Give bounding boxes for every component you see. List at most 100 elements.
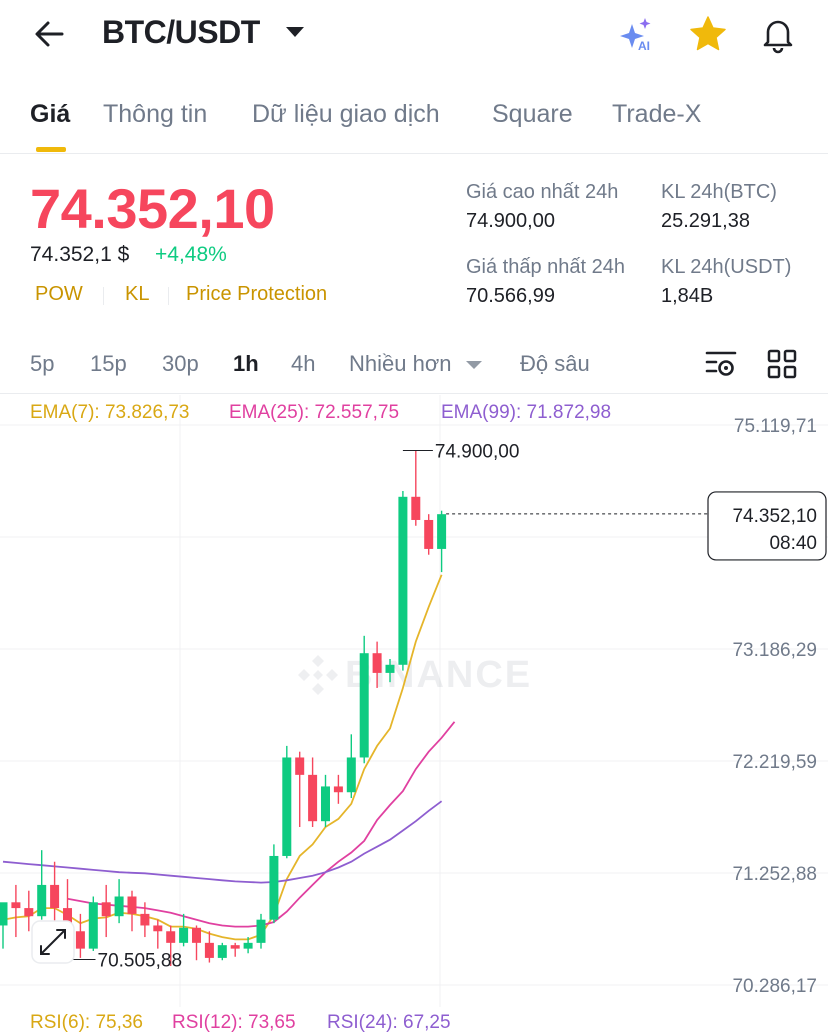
candle-body bbox=[437, 514, 447, 549]
candle-body bbox=[385, 664, 395, 673]
candle-body bbox=[411, 496, 421, 520]
tag-divider bbox=[103, 287, 104, 305]
candle-body bbox=[50, 884, 60, 909]
tag-pow[interactable]: POW bbox=[35, 283, 83, 305]
candle-body bbox=[192, 927, 201, 943]
tag-divider bbox=[168, 287, 169, 305]
interval-more[interactable]: Nhiều hơn bbox=[349, 351, 452, 376]
candle-body bbox=[0, 902, 8, 926]
y-tick-label: 71.252,88 bbox=[732, 864, 817, 885]
back-arrow-icon bbox=[35, 21, 64, 47]
candle-body bbox=[11, 902, 21, 909]
candle-body bbox=[179, 927, 189, 943]
candle-body bbox=[295, 757, 305, 775]
candles bbox=[0, 450, 447, 967]
candle-body bbox=[88, 902, 98, 949]
y-tick-label: 73.186,29 bbox=[732, 640, 817, 661]
candle-body bbox=[114, 896, 124, 917]
ema25-label: EMA(25): 72.557,75 bbox=[229, 402, 400, 423]
rsi12-label: RSI(12): 73,65 bbox=[172, 1012, 296, 1033]
candle-body bbox=[372, 653, 382, 673]
vol-usdt-value: 1,84B bbox=[661, 285, 714, 307]
last-price-time: 08:40 bbox=[769, 533, 817, 554]
y-tick-label: 75.119,71 bbox=[734, 416, 817, 437]
depth-tab[interactable]: Độ sâu bbox=[520, 351, 590, 376]
rsi6-label: RSI(6): 75,36 bbox=[30, 1012, 143, 1033]
expand-button[interactable] bbox=[31, 920, 75, 964]
candle-body bbox=[243, 942, 253, 949]
binance-watermark: BINANCE bbox=[298, 654, 530, 696]
interval-4h[interactable]: 4h bbox=[291, 351, 316, 376]
candle-body bbox=[424, 519, 434, 549]
low-24h-value: 70.566,99 bbox=[466, 285, 555, 307]
chevron-down-icon[interactable] bbox=[286, 27, 304, 37]
last-price: 74.352,10 bbox=[30, 177, 275, 240]
candle-body bbox=[308, 774, 318, 822]
candle-body bbox=[230, 945, 240, 949]
candle-body bbox=[63, 908, 72, 932]
candle-body bbox=[256, 919, 266, 943]
y-tick-label: 72.219,59 bbox=[732, 752, 817, 773]
high-24h-label: Giá cao nhất 24h bbox=[466, 181, 619, 203]
tab-thong-tin[interactable]: Thông tin bbox=[103, 100, 208, 128]
candle-body bbox=[359, 653, 369, 758]
high-24h-value: 74.900,00 bbox=[466, 210, 555, 232]
interval-15p[interactable]: 15p bbox=[90, 351, 127, 376]
price-markers: 74.900,00 70.505,88 bbox=[67, 441, 520, 972]
price-change: +4,48% bbox=[155, 243, 227, 266]
interval-30p[interactable]: 30p bbox=[162, 351, 199, 376]
candle-body bbox=[140, 913, 150, 926]
tab-gia[interactable]: Giá bbox=[30, 100, 71, 128]
candle-body bbox=[333, 786, 343, 793]
star-icon[interactable] bbox=[688, 14, 728, 54]
tag-price-protection[interactable]: Price Protection bbox=[186, 283, 328, 305]
candle-body bbox=[398, 496, 408, 665]
vol-usdt-label: KL 24h(USDT) bbox=[661, 256, 792, 278]
candle-body bbox=[127, 896, 137, 914]
y-tick-label: 70.286,17 bbox=[732, 976, 817, 997]
back-button[interactable] bbox=[30, 14, 70, 54]
chart-settings-icon[interactable] bbox=[704, 348, 738, 380]
vol-btc-label: KL 24h(BTC) bbox=[661, 181, 777, 203]
candle-body bbox=[204, 942, 214, 958]
ai-sparkle-icon[interactable]: AI bbox=[616, 16, 658, 54]
candle-body bbox=[153, 925, 163, 932]
ema-line-ema25 bbox=[67, 721, 456, 928]
price-usd: 74.352,1 $ bbox=[30, 243, 130, 266]
candle-body bbox=[217, 945, 227, 958]
ema-line-ema99 bbox=[2, 800, 443, 884]
tab-du-lieu-giao-dich[interactable]: Dữ liệu giao dịch bbox=[252, 100, 440, 128]
bell-icon[interactable] bbox=[758, 14, 798, 54]
tag-kl[interactable]: KL bbox=[125, 283, 150, 305]
divider bbox=[0, 153, 828, 154]
tab-square[interactable]: Square bbox=[492, 100, 573, 128]
low-marker-label: 70.505,88 bbox=[98, 951, 183, 972]
candle-body bbox=[321, 786, 330, 822]
candle-body bbox=[75, 931, 85, 949]
last-price-marker: 74.352,10 08:40 bbox=[446, 491, 827, 561]
layout-grid-icon[interactable] bbox=[766, 348, 798, 380]
chevron-down-icon[interactable] bbox=[466, 361, 482, 369]
expand-icon bbox=[40, 929, 66, 955]
rsi24-label: RSI(24): 67,25 bbox=[327, 1012, 451, 1033]
chart-grid bbox=[0, 395, 828, 1007]
tab-trade-x[interactable]: Trade-X bbox=[612, 100, 702, 128]
candle-body bbox=[24, 908, 34, 917]
active-tab-indicator bbox=[36, 147, 66, 152]
last-price-box bbox=[707, 491, 827, 561]
pair-title[interactable]: BTC/USDT bbox=[102, 14, 260, 50]
high-marker-label: 74.900,00 bbox=[435, 441, 520, 462]
vol-btc-value: 25.291,38 bbox=[661, 210, 750, 232]
interval-1h[interactable]: 1h bbox=[233, 351, 259, 376]
candle-body bbox=[269, 855, 279, 920]
candle-body bbox=[166, 931, 176, 943]
ema-line-ema7 bbox=[2, 574, 443, 941]
candle-body bbox=[101, 902, 111, 917]
ema99-label: EMA(99): 71.872,98 bbox=[441, 402, 612, 423]
interval-5p[interactable]: 5p bbox=[30, 351, 55, 376]
divider bbox=[0, 393, 828, 394]
ai-badge-text: AI bbox=[638, 39, 650, 53]
ema7-label: EMA(7): 73.826,73 bbox=[30, 402, 190, 423]
last-price-value: 74.352,10 bbox=[732, 506, 817, 527]
